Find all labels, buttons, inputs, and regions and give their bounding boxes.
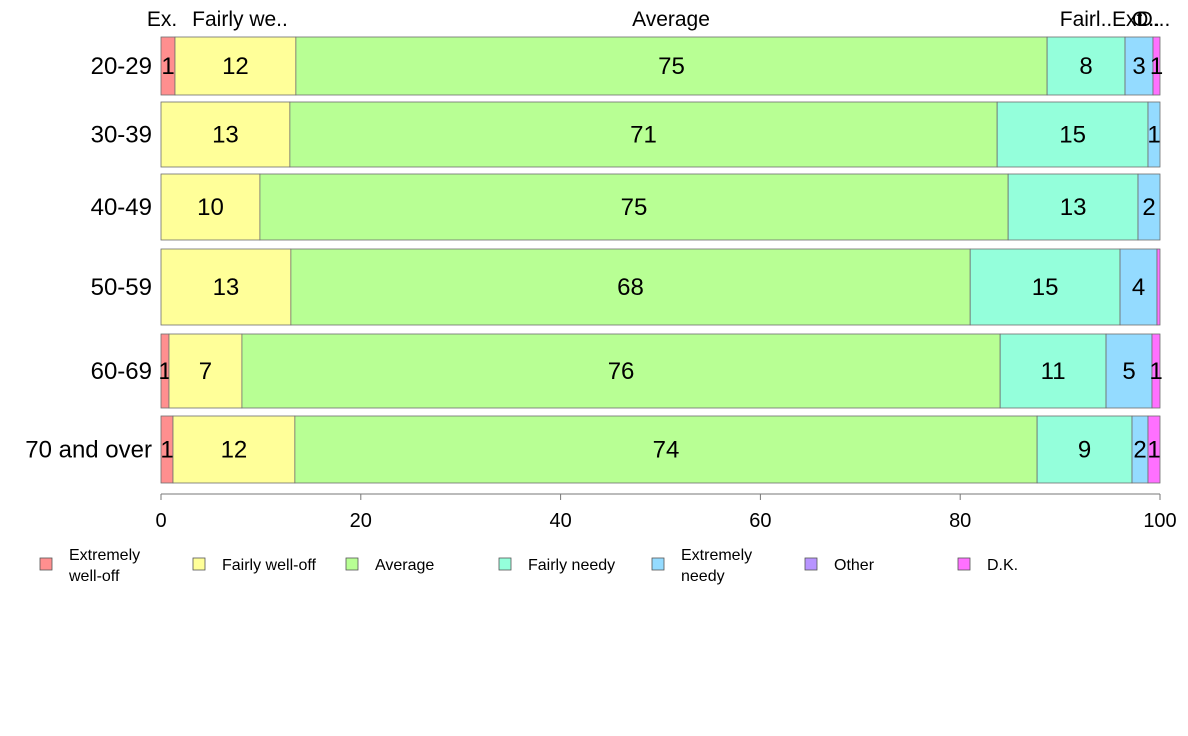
data-label: 1	[1147, 122, 1160, 149]
bar-segment	[241, 333, 1001, 409]
data-label: 1	[1147, 437, 1160, 464]
legend-label: Fairly needy	[528, 557, 615, 574]
top-category-label: O..	[1132, 8, 1160, 31]
x-tick-label: 80	[949, 510, 971, 532]
data-label: 8	[1079, 53, 1092, 80]
data-label: 5	[1122, 358, 1135, 385]
legend-label-line: Extremely	[681, 547, 752, 564]
bar-segment	[1147, 415, 1161, 484]
y-tick-label: 20-29	[91, 53, 152, 80]
top-category-labels: Ex. Fairly we.. Average Fairl.. Ext..O..D...	[147, 8, 1171, 31]
data-label: 3	[1132, 53, 1145, 80]
data-label: 15	[1032, 274, 1059, 301]
data-label: 75	[658, 53, 685, 80]
bar-segment	[1105, 333, 1153, 409]
data-label: 12	[221, 437, 248, 464]
bar-segment	[295, 36, 1048, 96]
bar-segment	[290, 248, 971, 326]
data-label: 13	[213, 274, 240, 301]
data-label: 1	[1150, 53, 1163, 80]
top-category-label: Ext..	[1112, 8, 1154, 31]
data-label: 1	[161, 53, 174, 80]
data-label: 11	[1041, 358, 1066, 385]
data-label: 7	[199, 358, 212, 385]
top-category-label: Average	[632, 8, 710, 31]
y-tick-label: 40-49	[91, 194, 152, 221]
legend: Extremely well-off Fairly well-off Average F…	[39, 547, 1018, 585]
x-tick-label: 20	[350, 510, 372, 532]
data-label: 1	[158, 358, 171, 385]
x-axis: 0 20 40 60 80 100	[155, 493, 1177, 532]
bar-segment	[294, 415, 1038, 484]
legend-swatch	[957, 557, 971, 571]
bar-segment	[1137, 173, 1161, 241]
legend-label: Extremely needy	[681, 547, 752, 585]
x-tick-label: 40	[549, 510, 571, 532]
bar-segment	[1046, 36, 1126, 96]
data-label: 4	[1132, 274, 1145, 301]
bar-segment	[168, 333, 243, 409]
y-tick-label: 30-39	[91, 122, 152, 149]
plot-area: 1 12 75 8 3 113 71 15 110 75 13 213 68 15 41 7 76 11 5 11 12…	[158, 36, 1163, 484]
data-label: 2	[1142, 194, 1155, 221]
legend-swatch	[804, 557, 818, 571]
bar-segment	[1152, 36, 1161, 96]
legend-label: Fairly well-off	[222, 557, 317, 574]
legend-label: D.K.	[987, 557, 1018, 574]
data-label: 1	[160, 437, 173, 464]
data-label: 74	[653, 437, 680, 464]
legend-swatch	[498, 557, 512, 571]
y-tick-label: 60-69	[91, 358, 152, 385]
x-tick-label: 0	[155, 510, 166, 532]
top-category-label: Fairl..	[1060, 8, 1113, 31]
data-label: 15	[1059, 122, 1086, 149]
bar-segment	[160, 248, 292, 326]
x-tick-label: 60	[749, 510, 771, 532]
data-label: 71	[630, 122, 657, 149]
legend-label-line: well-off	[68, 568, 120, 585]
bar-segment	[259, 173, 1009, 241]
legend-swatch	[345, 557, 359, 571]
top-category-label: D...	[1138, 8, 1171, 31]
bar-segment	[1156, 248, 1161, 326]
data-label: 75	[621, 194, 648, 221]
bar-segment	[174, 36, 297, 96]
bar-segment	[999, 333, 1107, 409]
legend-label: Average	[375, 557, 434, 574]
legend-label: Other	[834, 557, 875, 574]
data-label: 13	[212, 122, 239, 149]
bar-segment	[160, 173, 261, 241]
x-tick-label: 100	[1143, 510, 1176, 532]
legend-label-line: Extremely	[69, 547, 140, 564]
data-label: 9	[1078, 437, 1091, 464]
y-tick-label: 50-59	[91, 274, 152, 301]
data-label: 10	[197, 194, 224, 221]
legend-swatch	[192, 557, 206, 571]
data-label: 76	[608, 358, 635, 385]
data-label: 12	[222, 53, 249, 80]
top-category-label: Ex.	[147, 8, 177, 31]
bar-segment	[289, 101, 998, 168]
legend-label: Extremely well-off	[68, 547, 140, 585]
legend-swatch	[651, 557, 665, 571]
bar-segment	[1007, 173, 1139, 241]
data-label: 68	[617, 274, 644, 301]
top-category-label: Fairly we..	[192, 8, 288, 31]
bar-segment	[996, 101, 1149, 168]
legend-swatch	[39, 557, 53, 571]
data-label: 1	[1149, 358, 1162, 385]
bar-segment	[1147, 101, 1161, 168]
data-label: 13	[1060, 194, 1087, 221]
legend-label-line: needy	[681, 568, 725, 585]
y-axis-labels: 20-29 30-39 40-49 50-59 60-69 70 and over	[25, 53, 152, 464]
data-label: 2	[1133, 437, 1146, 464]
bar-segment	[172, 415, 296, 484]
bar-segment	[1151, 333, 1161, 409]
y-tick-label: 70 and over	[25, 437, 152, 464]
